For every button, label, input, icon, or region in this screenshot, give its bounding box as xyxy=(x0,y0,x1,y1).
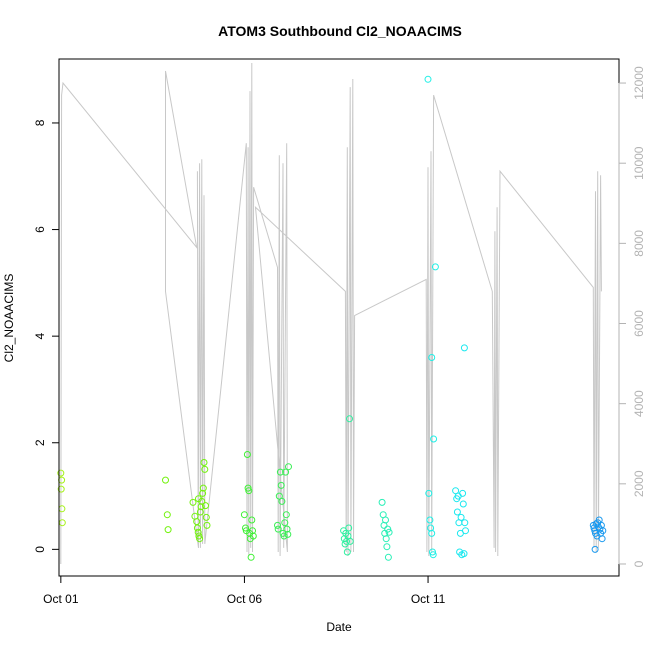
data-point xyxy=(453,508,461,516)
data-point xyxy=(383,543,391,551)
data-point xyxy=(430,435,438,443)
data-point xyxy=(428,354,436,361)
y-tick-label: 6 xyxy=(33,226,47,233)
data-point xyxy=(245,487,253,495)
data-point xyxy=(276,468,284,476)
data-point xyxy=(283,525,291,533)
data-point xyxy=(459,500,467,508)
data-point xyxy=(195,532,203,540)
data-point xyxy=(189,498,197,506)
data-point xyxy=(249,532,257,540)
data-point xyxy=(202,502,209,510)
data-point xyxy=(195,495,202,503)
data-point xyxy=(429,551,437,559)
data-point xyxy=(452,487,460,495)
y-axis: 0 2 4 6 8 xyxy=(33,119,60,553)
data-point xyxy=(163,511,171,519)
data-point xyxy=(431,263,439,271)
data-point xyxy=(462,527,469,535)
data-point xyxy=(203,521,211,529)
data-point xyxy=(461,519,469,527)
data-point xyxy=(285,463,292,471)
data-point xyxy=(346,415,353,423)
y-tick-label: 0 xyxy=(33,546,47,553)
y-tick-label: 8 xyxy=(33,119,47,126)
chart-title: ATOM3 Southbound Cl2_NOAACIMS xyxy=(218,23,462,39)
data-point xyxy=(385,528,393,536)
data-point xyxy=(274,525,282,533)
data-point xyxy=(426,516,434,524)
data-point xyxy=(345,524,353,532)
data-point xyxy=(277,481,285,489)
x-tick-label: Oct 01 xyxy=(43,592,79,606)
data-point xyxy=(247,553,255,561)
data-point xyxy=(201,465,209,473)
data-point xyxy=(197,503,205,511)
x-axis: Oct 01 Oct 06 Oct 11 xyxy=(43,575,446,606)
data-points-layer xyxy=(57,75,607,561)
data-point xyxy=(382,516,389,524)
y2-tick-label: 8000 xyxy=(632,230,646,257)
y2-tick-label: 10000 xyxy=(632,146,646,180)
data-point xyxy=(196,508,204,516)
data-point xyxy=(598,535,606,543)
data-point xyxy=(162,476,169,484)
data-point xyxy=(425,489,433,497)
data-point xyxy=(429,548,436,556)
data-point xyxy=(460,550,468,558)
data-point xyxy=(164,526,172,534)
data-point xyxy=(382,535,390,543)
data-point xyxy=(282,511,290,519)
x-tick-label: Oct 11 xyxy=(411,592,446,606)
altitude-line xyxy=(60,62,602,565)
x-axis-label: Date xyxy=(326,620,352,634)
data-point xyxy=(424,75,432,83)
plot-box xyxy=(58,58,620,577)
right-altitude-axis: 0 2000 4000 6000 8000 10000 12000 xyxy=(618,66,646,567)
data-point xyxy=(284,530,292,538)
data-point xyxy=(280,532,288,540)
y2-tick-label: 0 xyxy=(632,560,646,567)
x-tick-label: Oct 06 xyxy=(227,592,263,606)
data-point xyxy=(193,524,201,532)
data-point xyxy=(58,519,66,527)
data-point xyxy=(58,505,66,513)
data-point xyxy=(384,553,392,561)
data-point xyxy=(199,489,207,497)
data-point xyxy=(343,548,351,556)
y2-tick-label: 12000 xyxy=(632,66,646,100)
data-point xyxy=(57,469,65,477)
data-point xyxy=(428,529,436,537)
data-point xyxy=(248,516,256,524)
data-point xyxy=(459,489,467,497)
y-tick-label: 2 xyxy=(33,439,47,446)
data-point xyxy=(457,513,465,521)
y-tick-label: 4 xyxy=(33,332,47,339)
data-point xyxy=(196,535,204,543)
data-point xyxy=(599,527,607,535)
data-point xyxy=(378,498,386,506)
y2-tick-label: 6000 xyxy=(632,310,646,337)
data-point xyxy=(194,528,202,536)
data-point xyxy=(460,344,468,352)
data-point xyxy=(200,459,208,466)
data-point xyxy=(199,484,207,492)
data-point xyxy=(282,468,290,476)
data-point xyxy=(249,527,256,535)
data-point xyxy=(278,497,286,505)
data-point xyxy=(57,485,65,493)
altitude-trace-layer xyxy=(60,62,602,565)
data-point xyxy=(274,521,281,529)
y2-tick-label: 4000 xyxy=(632,390,646,417)
data-point xyxy=(281,519,289,527)
data-point xyxy=(240,511,248,519)
data-point xyxy=(346,537,354,545)
data-point xyxy=(243,451,251,458)
data-point xyxy=(202,513,210,521)
y2-tick-label: 2000 xyxy=(632,470,646,497)
data-point xyxy=(591,545,599,553)
data-point xyxy=(384,525,392,533)
y-axis-label: Cl2_NOAACIMS xyxy=(2,274,16,363)
